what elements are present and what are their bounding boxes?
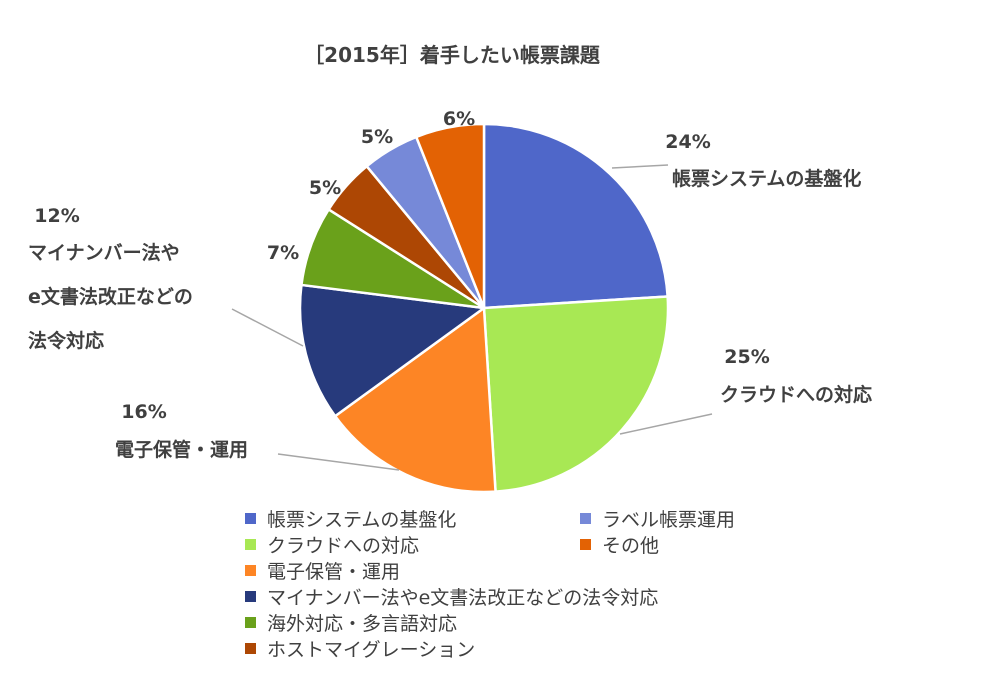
legend-label-3: マイナンバー法やe文書法改正などの法令対応 [267, 587, 658, 609]
legend-swatch-7 [580, 539, 591, 550]
data-label-2: 16% [121, 401, 166, 423]
chart-title: ［2015年］着手したい帳票課題 [304, 43, 601, 67]
pie-slices [298, 122, 670, 494]
callout-name-3-1: e文書法改正などの [28, 285, 193, 308]
pie-slice-1 [482, 295, 670, 493]
data-label-1: 25% [724, 346, 769, 368]
legend-swatch-2 [245, 565, 256, 576]
callout-name-2-0: 電子保管・運用 [115, 438, 248, 461]
legend-swatch-0 [245, 513, 256, 524]
legend-swatch-5 [245, 643, 256, 654]
pie-slice-0 [482, 122, 669, 310]
legend: 帳票システムの基盤化クラウドへの対応電子保管・運用マイナンバー法やe文書法改正な… [245, 509, 735, 661]
legend-label-4: 海外対応・多言語対応 [267, 613, 457, 635]
callout-name-0-0: 帳票システムの基盤化 [672, 167, 861, 190]
callout-name-3-2: 法令対応 [28, 329, 104, 352]
legend-label-1: クラウドへの対応 [267, 535, 419, 557]
data-label-7: 6% [443, 108, 475, 130]
legend-swatch-1 [245, 539, 256, 550]
legend-label-0: 帳票システムの基盤化 [267, 509, 456, 531]
legend-label-2: 電子保管・運用 [267, 561, 400, 583]
leader-line-3 [231, 308, 304, 347]
callout-name-1-0: クラウドへの対応 [720, 383, 872, 406]
pie-slice-3 [298, 283, 486, 418]
data-labels: 24% 帳票システムの基盤化 25% クラウドへの対応 16% 電子保管・運用 12% マイナ… [28, 108, 872, 461]
legend-label-7: その他 [602, 535, 659, 557]
data-label-4: 7% [267, 242, 299, 264]
legend-label-6: ラベル帳票運用 [602, 509, 735, 531]
legend-swatch-6 [580, 513, 591, 524]
leader-lines [231, 164, 713, 471]
leader-line-0 [611, 164, 669, 169]
callout-name-3-0: マイナンバー法や [28, 241, 180, 264]
leader-line-2 [277, 453, 400, 471]
pie-slice-2 [333, 306, 497, 494]
data-label-6: 5% [361, 126, 393, 148]
pie-slice-7 [415, 122, 486, 310]
data-label-5: 5% [309, 177, 341, 199]
leader-line-1 [619, 413, 713, 435]
legend-swatch-3 [245, 591, 256, 602]
data-label-0: 24% [665, 131, 710, 153]
legend-label-5: ホストマイグレーション [267, 639, 475, 661]
data-label-3: 12% [34, 205, 79, 227]
legend-swatch-4 [245, 617, 256, 628]
